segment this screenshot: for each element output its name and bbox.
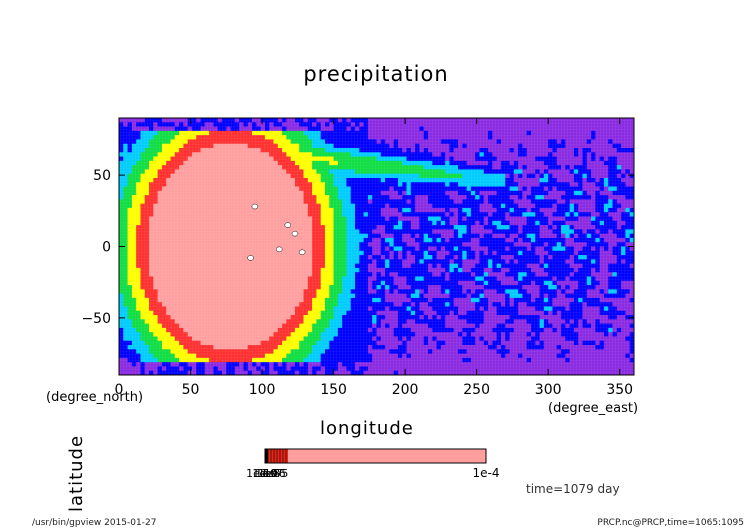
colorbar-max-label: 1e-4 [473, 466, 500, 480]
footer-source: PRCP.nc@PRCP,time=1065:1095 [597, 518, 744, 528]
y-axis-label: latitude [66, 434, 87, 512]
colorbar-label: 1e-7 [258, 467, 283, 480]
colorbar-segment [288, 449, 486, 463]
colorbar-label: 1e-10 [246, 467, 278, 480]
y-axis-unit: (degree_north) [46, 390, 144, 405]
x-tick-label: 200 [392, 382, 419, 398]
x-tick-label: 300 [535, 382, 562, 398]
y-tick-label: −50 [81, 311, 111, 327]
x-axis-label: longitude [320, 418, 414, 439]
footer-command: /usr/bin/gpview 2015-01-27 [32, 518, 157, 528]
colorbar-label: 1e-8 [255, 467, 280, 480]
x-tick-label: 150 [320, 382, 347, 398]
y-tick-label: 0 [102, 240, 111, 256]
chart-title: precipitation [303, 62, 449, 86]
colorbar-label: 1e-9 [252, 467, 277, 480]
y-tick-label: 50 [93, 168, 111, 184]
colorbar-label: 1e-5 [264, 467, 289, 480]
colorbar-frame [264, 448, 487, 464]
x-tick-label: 350 [606, 382, 633, 398]
time-label: time=1079 day [526, 482, 620, 496]
x-tick-label: 0 [115, 382, 124, 398]
colorbar-label: 1e-6 [261, 467, 286, 480]
x-tick-label: 100 [249, 382, 276, 398]
colorbar-segment [265, 449, 268, 463]
x-axis-unit: (degree_east) [548, 401, 639, 416]
x-tick-label: 250 [463, 382, 490, 398]
x-tick-label: 50 [182, 382, 200, 398]
